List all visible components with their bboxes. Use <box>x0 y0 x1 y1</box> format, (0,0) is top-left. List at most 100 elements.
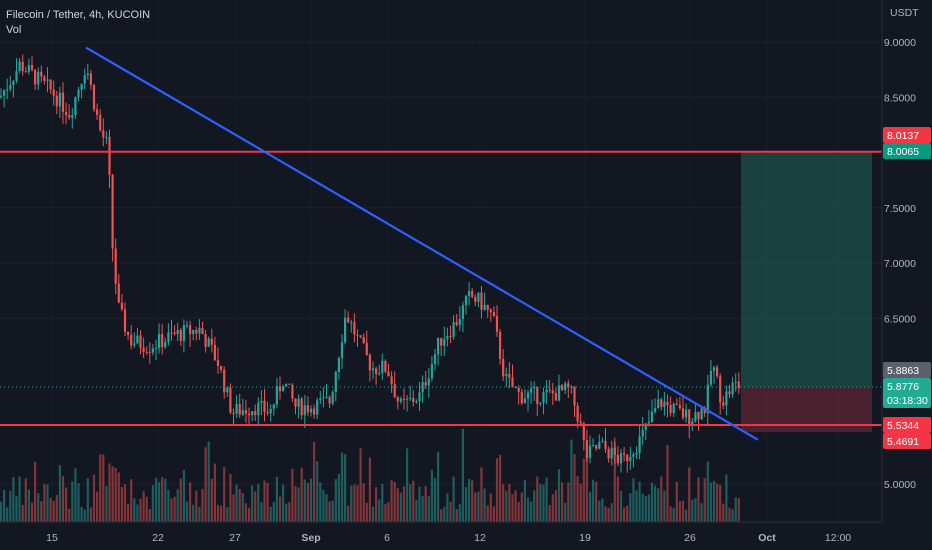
volume-bar <box>189 482 192 522</box>
candle <box>158 323 161 354</box>
volume-bar <box>703 478 706 522</box>
volume-bar <box>241 493 244 522</box>
volume-bar <box>514 490 517 522</box>
candle <box>105 131 108 144</box>
volume-bar <box>672 507 675 522</box>
symbol-title[interactable]: Filecoin / Tether, 4h, KUCOIN <box>6 9 151 21</box>
candle <box>65 102 68 125</box>
volume-bar <box>340 452 344 522</box>
volume-bar <box>303 479 306 522</box>
candle <box>309 405 313 417</box>
candle <box>601 437 604 443</box>
candle <box>545 379 548 405</box>
volume-bar <box>619 490 623 522</box>
candle <box>297 394 300 419</box>
candle <box>151 343 154 356</box>
candle <box>86 63 89 80</box>
volume-bar <box>731 509 734 522</box>
candle <box>638 424 641 460</box>
candle <box>654 398 657 414</box>
volume-bar <box>182 469 185 522</box>
volume-bar <box>316 461 319 522</box>
candle <box>492 306 495 318</box>
candle <box>588 435 592 464</box>
time-axis-panel[interactable] <box>0 522 932 550</box>
candle <box>626 453 629 473</box>
volume-indicator-label[interactable]: Vol <box>6 24 22 36</box>
volume-bar <box>306 482 309 522</box>
candle <box>337 356 340 380</box>
candle <box>92 83 96 112</box>
candle <box>570 385 573 394</box>
candle <box>154 339 158 361</box>
candle <box>461 301 464 333</box>
volume-bar <box>663 490 666 522</box>
candle <box>40 65 43 83</box>
volume-bar <box>390 480 393 522</box>
volume-bar <box>260 502 263 522</box>
volume-bar <box>74 468 77 522</box>
candle <box>526 389 530 412</box>
volume-bar <box>300 467 303 522</box>
candle <box>0 88 3 99</box>
volume-bar <box>244 503 247 522</box>
volume-bar <box>272 501 275 522</box>
price-tick-label: 7.0000 <box>884 258 916 270</box>
candle <box>657 389 660 409</box>
drawn-lines[interactable] <box>0 46 882 441</box>
volume-bar <box>657 488 660 522</box>
volume-bar <box>474 492 477 522</box>
candle <box>34 69 37 90</box>
candle <box>170 319 173 341</box>
volume-bar <box>319 482 322 522</box>
candle <box>21 54 24 76</box>
candle <box>443 326 446 356</box>
volume-bar <box>675 481 678 522</box>
candle <box>592 438 595 448</box>
candle <box>142 337 145 358</box>
volume-bar <box>362 483 365 522</box>
target-zone[interactable] <box>741 150 872 388</box>
volume-bar <box>251 485 254 522</box>
candle <box>508 362 511 389</box>
price-tag-stop: 5.4691 <box>883 433 931 449</box>
candle <box>440 337 443 357</box>
candle <box>650 399 654 423</box>
candle <box>99 109 102 132</box>
volume-bar <box>477 491 480 522</box>
candle <box>595 444 598 451</box>
volume-bar <box>142 491 145 522</box>
candle <box>390 371 393 393</box>
candle <box>3 89 6 108</box>
volume-bar <box>582 458 585 522</box>
volume-bar <box>192 504 195 522</box>
candle <box>402 388 406 410</box>
volume-bar <box>247 507 251 522</box>
volume-bar <box>313 441 316 522</box>
volume-bar <box>737 498 740 522</box>
volume-bar <box>573 454 576 522</box>
candle <box>378 364 381 376</box>
candle <box>161 324 164 355</box>
candle <box>409 385 412 402</box>
candle <box>666 394 669 418</box>
volume-bar <box>626 505 629 522</box>
volume-bar <box>263 480 266 522</box>
volume-bar <box>502 484 505 522</box>
candle <box>319 390 322 405</box>
volume-bar <box>185 501 189 522</box>
volume-bar <box>371 506 375 522</box>
candle <box>719 373 722 415</box>
candle <box>561 383 564 391</box>
candle <box>176 322 179 341</box>
volume-bar <box>688 467 691 522</box>
volume-bar <box>393 481 396 522</box>
candle <box>216 347 220 374</box>
price-tick-label: 6.5000 <box>884 313 916 325</box>
chart-legend: Filecoin / Tether, 4h, KUCOIN Vol <box>6 8 150 38</box>
trendline[interactable] <box>85 46 759 441</box>
time-tick-label: 15 <box>46 532 58 544</box>
candle <box>557 374 561 402</box>
volume-bar <box>406 448 409 522</box>
